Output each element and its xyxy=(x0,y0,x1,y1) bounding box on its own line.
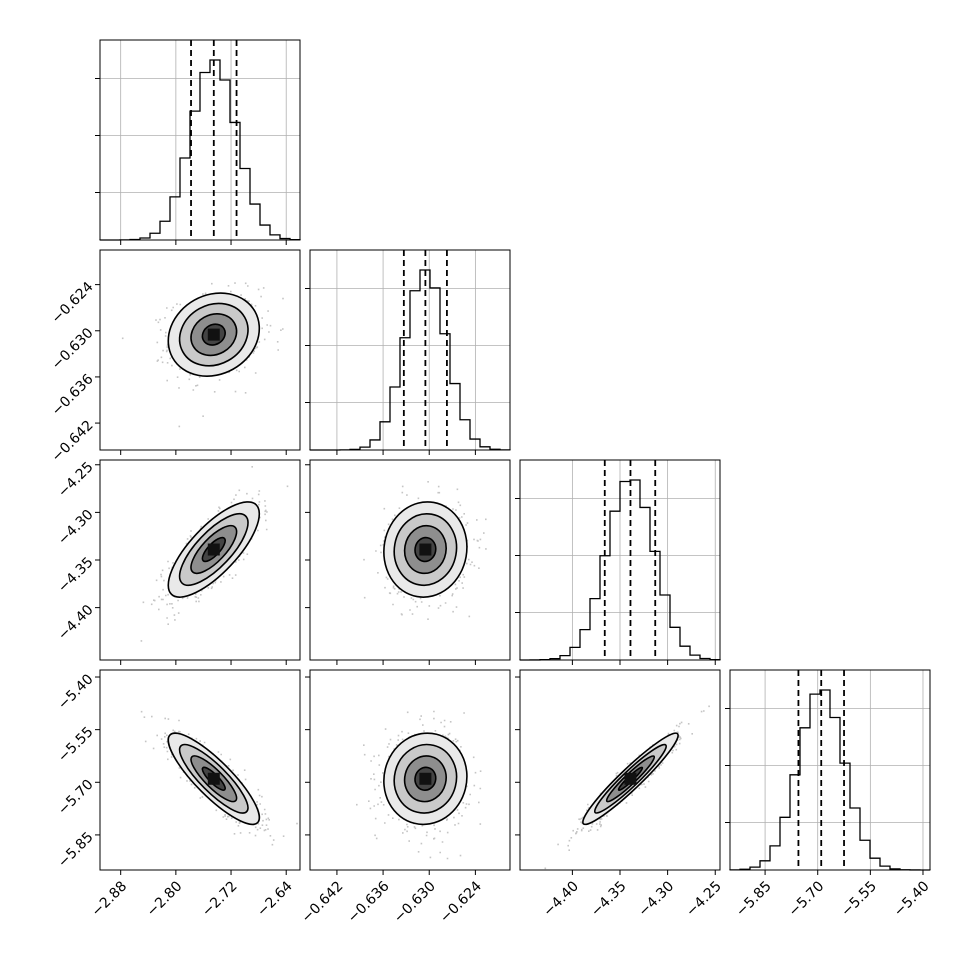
panel-frame xyxy=(99,459,301,661)
y-tick-label: −5.55 xyxy=(55,724,97,766)
histogram-step xyxy=(99,59,301,241)
panel-frame xyxy=(99,669,301,871)
sample-points xyxy=(363,481,487,620)
density-panel-3-1 xyxy=(95,459,301,665)
y-tick-label: −0.624 xyxy=(49,279,97,327)
x-tick-label: −4.35 xyxy=(588,878,630,920)
panel-frame xyxy=(309,669,511,871)
panel-frame xyxy=(99,249,301,451)
density-core xyxy=(207,328,220,341)
x-tick-label: −5.40 xyxy=(891,878,933,920)
x-tick-label: −5.85 xyxy=(733,878,775,920)
histogram-step xyxy=(729,689,931,871)
y-tick-label: −0.630 xyxy=(49,325,97,373)
density-panel-4-3 xyxy=(515,669,721,875)
x-tick-label: −5.70 xyxy=(786,878,828,920)
x-tick-label: −0.636 xyxy=(345,878,393,926)
x-tick-label: −4.40 xyxy=(540,878,582,920)
x-tick-label: −4.25 xyxy=(683,878,725,920)
y-tick-label: −4.40 xyxy=(55,602,97,644)
panel-frame xyxy=(519,459,721,661)
y-tick-label: −5.70 xyxy=(55,777,97,819)
density-core xyxy=(207,543,220,556)
panel-frame xyxy=(99,39,301,241)
density-panel-3-2 xyxy=(305,459,511,665)
panel-frame xyxy=(309,249,511,451)
density-core xyxy=(207,772,220,785)
x-tick-label: −0.642 xyxy=(299,878,347,926)
histogram-panel-1 xyxy=(95,39,301,245)
histogram-panel-2 xyxy=(305,249,511,455)
y-tick-label: −4.35 xyxy=(55,554,97,596)
x-tick-label: −2.80 xyxy=(144,878,186,920)
histogram-step xyxy=(310,269,511,451)
y-tick-label: −5.40 xyxy=(55,671,97,713)
x-tick-label: −0.624 xyxy=(437,878,485,926)
y-tick-label: −4.25 xyxy=(55,459,97,501)
y-tick-label: −5.85 xyxy=(55,829,97,871)
y-tick-label: −0.642 xyxy=(49,417,97,465)
x-tick-label: −0.630 xyxy=(391,878,439,926)
x-tick-label: −2.88 xyxy=(89,878,131,920)
y-tick-label: −4.30 xyxy=(55,507,97,549)
density-panel-4-2 xyxy=(305,669,511,875)
histogram-panel-3 xyxy=(515,459,721,665)
x-tick-label: −5.55 xyxy=(838,878,880,920)
panel-frame xyxy=(519,669,721,871)
density-panel-2-1 xyxy=(95,249,301,455)
density-core xyxy=(624,772,637,785)
density-core xyxy=(419,543,432,556)
x-tick-label: −2.64 xyxy=(254,878,296,920)
y-tick-label: −0.636 xyxy=(49,371,97,419)
panel-frame xyxy=(309,459,511,661)
panel-frame xyxy=(729,669,931,871)
x-tick-label: −2.72 xyxy=(199,878,241,920)
histogram-step xyxy=(519,479,721,661)
x-tick-label: −4.30 xyxy=(636,878,678,920)
density-panel-4-1 xyxy=(95,669,301,875)
density-core xyxy=(419,772,432,785)
histogram-panel-4 xyxy=(725,669,931,875)
